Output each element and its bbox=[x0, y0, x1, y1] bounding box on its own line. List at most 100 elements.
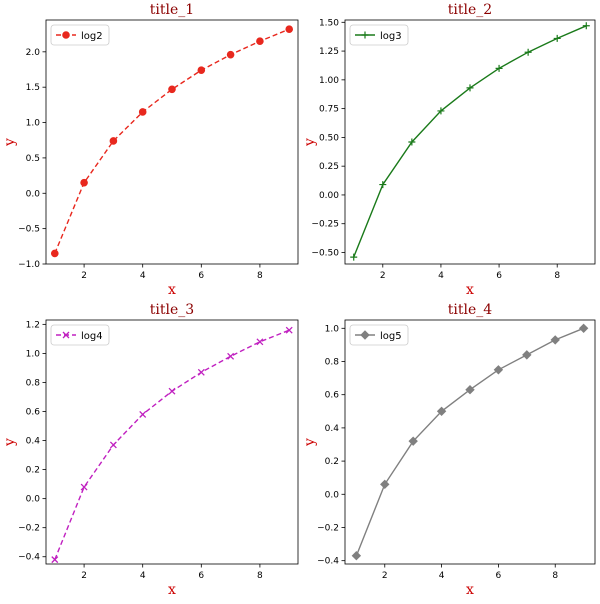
y-tick-label: 0.5 bbox=[26, 154, 40, 164]
data-point bbox=[436, 406, 447, 417]
x-tick-label: 6 bbox=[496, 571, 502, 581]
legend-label: log3 bbox=[380, 31, 402, 42]
data-point bbox=[380, 479, 390, 490]
data-point bbox=[256, 338, 264, 346]
chart-title: title_1 bbox=[150, 2, 194, 18]
plot-frame bbox=[45, 19, 299, 265]
y-tick-label: 0.4 bbox=[26, 437, 41, 447]
series-line bbox=[54, 329, 290, 560]
legend-label: log5 bbox=[380, 331, 402, 342]
x-tick-label: 4 bbox=[439, 571, 445, 581]
data-point bbox=[285, 326, 293, 334]
legend: log2 bbox=[50, 24, 110, 46]
legend-box bbox=[349, 324, 409, 346]
subplot-1: title_1 2 4 6 8 −1.0 −0.5 0.0 0.5 1.0 1.5 2.0 x y log2 bbox=[2, 2, 299, 298]
data-point bbox=[80, 178, 88, 187]
data-point bbox=[197, 368, 205, 376]
plot-frame bbox=[45, 319, 299, 565]
y-tick-label: −0.25 bbox=[311, 220, 339, 230]
x-tick-label: 4 bbox=[140, 271, 146, 281]
y-tick-label: 2.0 bbox=[26, 48, 41, 58]
legend-label: log4 bbox=[81, 331, 103, 342]
data-point bbox=[109, 441, 117, 449]
x-tick-label: 8 bbox=[554, 271, 560, 281]
y-tick-label: −0.4 bbox=[317, 557, 339, 567]
data-point bbox=[256, 37, 264, 46]
data-point bbox=[524, 48, 532, 56]
legend-label: log2 bbox=[81, 31, 103, 42]
y-tick-label: −0.2 bbox=[317, 523, 339, 533]
y-tick-label: 1.50 bbox=[319, 18, 339, 28]
data-point bbox=[285, 25, 294, 33]
subplot-2: title_2 2 4 6 8 −0.50 −0.25 0.00 0.25 0.50 0.75 1.0… bbox=[302, 2, 596, 298]
data-point bbox=[522, 350, 532, 360]
x-tick-label: 4 bbox=[438, 271, 444, 281]
data-point bbox=[465, 385, 475, 395]
x-tick-label: 4 bbox=[140, 571, 146, 581]
y-tick-label: −0.2 bbox=[18, 524, 40, 534]
data-point bbox=[139, 410, 147, 418]
y-axis-label: y bbox=[2, 138, 18, 147]
data-point bbox=[62, 331, 70, 339]
y-tick-label: 0.2 bbox=[26, 466, 40, 476]
y-tick-label: 0.2 bbox=[325, 457, 339, 467]
y-tick-label: 1.00 bbox=[319, 76, 339, 86]
y-axis-label: y bbox=[302, 438, 318, 447]
y-tick-label: 0.00 bbox=[319, 191, 339, 201]
y-tick-label: 1.5 bbox=[26, 83, 40, 93]
x-axis-label: x bbox=[168, 282, 176, 298]
data-point bbox=[493, 365, 504, 375]
y-axis-label: y bbox=[2, 438, 18, 447]
y-tick-label: 0.8 bbox=[26, 378, 41, 388]
data-point bbox=[437, 107, 445, 115]
data-point bbox=[226, 50, 235, 59]
chart-title: title_3 bbox=[150, 302, 194, 318]
y-tick-label: 0.0 bbox=[325, 490, 340, 500]
y-tick-label: 1.25 bbox=[319, 47, 339, 57]
chart-title: title_2 bbox=[448, 2, 492, 18]
y-tick-label: 1.0 bbox=[26, 349, 41, 359]
y-tick-label: 0.6 bbox=[325, 391, 340, 401]
x-tick-label: 6 bbox=[198, 271, 204, 281]
data-point bbox=[62, 31, 70, 39]
x-tick-label: 8 bbox=[257, 571, 263, 581]
data-point bbox=[109, 137, 118, 145]
chart-title: title_4 bbox=[448, 302, 492, 318]
data-point bbox=[168, 85, 176, 94]
x-tick-label: 2 bbox=[382, 571, 388, 581]
legend: log5 bbox=[349, 324, 409, 346]
y-tick-label: −1.0 bbox=[18, 260, 40, 270]
x-axis-label: x bbox=[466, 582, 474, 598]
data-point bbox=[582, 22, 590, 30]
y-tick-label: 0.6 bbox=[26, 408, 41, 418]
legend-box bbox=[50, 324, 110, 346]
x-tick-label: 6 bbox=[198, 571, 204, 581]
y-tick-label: 1.0 bbox=[26, 119, 41, 129]
x-tick-label: 6 bbox=[496, 271, 502, 281]
y-tick-label: −0.4 bbox=[18, 553, 40, 563]
data-point bbox=[550, 335, 560, 345]
data-point bbox=[360, 330, 370, 340]
y-tick-label: 0.8 bbox=[325, 357, 340, 367]
series-line bbox=[355, 327, 584, 556]
y-axis-label: y bbox=[302, 138, 318, 147]
x-tick-label: 2 bbox=[81, 571, 87, 581]
legend: log4 bbox=[50, 324, 110, 346]
y-tick-label: 0.75 bbox=[319, 105, 339, 115]
data-point bbox=[138, 108, 147, 116]
y-tick-label: 0.0 bbox=[26, 189, 41, 199]
y-tick-label: −0.5 bbox=[18, 225, 40, 235]
subplot-4: title_4 2 4 6 8 −0.4 −0.2 0.0 0.2 0.4 0.6 0.8 1.0 x y l… bbox=[302, 302, 596, 598]
y-tick-label: 0.25 bbox=[319, 162, 339, 172]
x-axis-label: x bbox=[466, 282, 474, 298]
data-point bbox=[50, 249, 59, 258]
data-point bbox=[553, 34, 561, 42]
x-tick-label: 8 bbox=[552, 571, 558, 581]
legend: log3 bbox=[349, 24, 409, 46]
data-point bbox=[466, 84, 474, 92]
data-point bbox=[168, 387, 176, 395]
data-point bbox=[351, 550, 362, 561]
x-tick-label: 8 bbox=[257, 271, 263, 281]
plot-frame bbox=[344, 19, 596, 265]
y-tick-label: 0.50 bbox=[319, 133, 339, 143]
